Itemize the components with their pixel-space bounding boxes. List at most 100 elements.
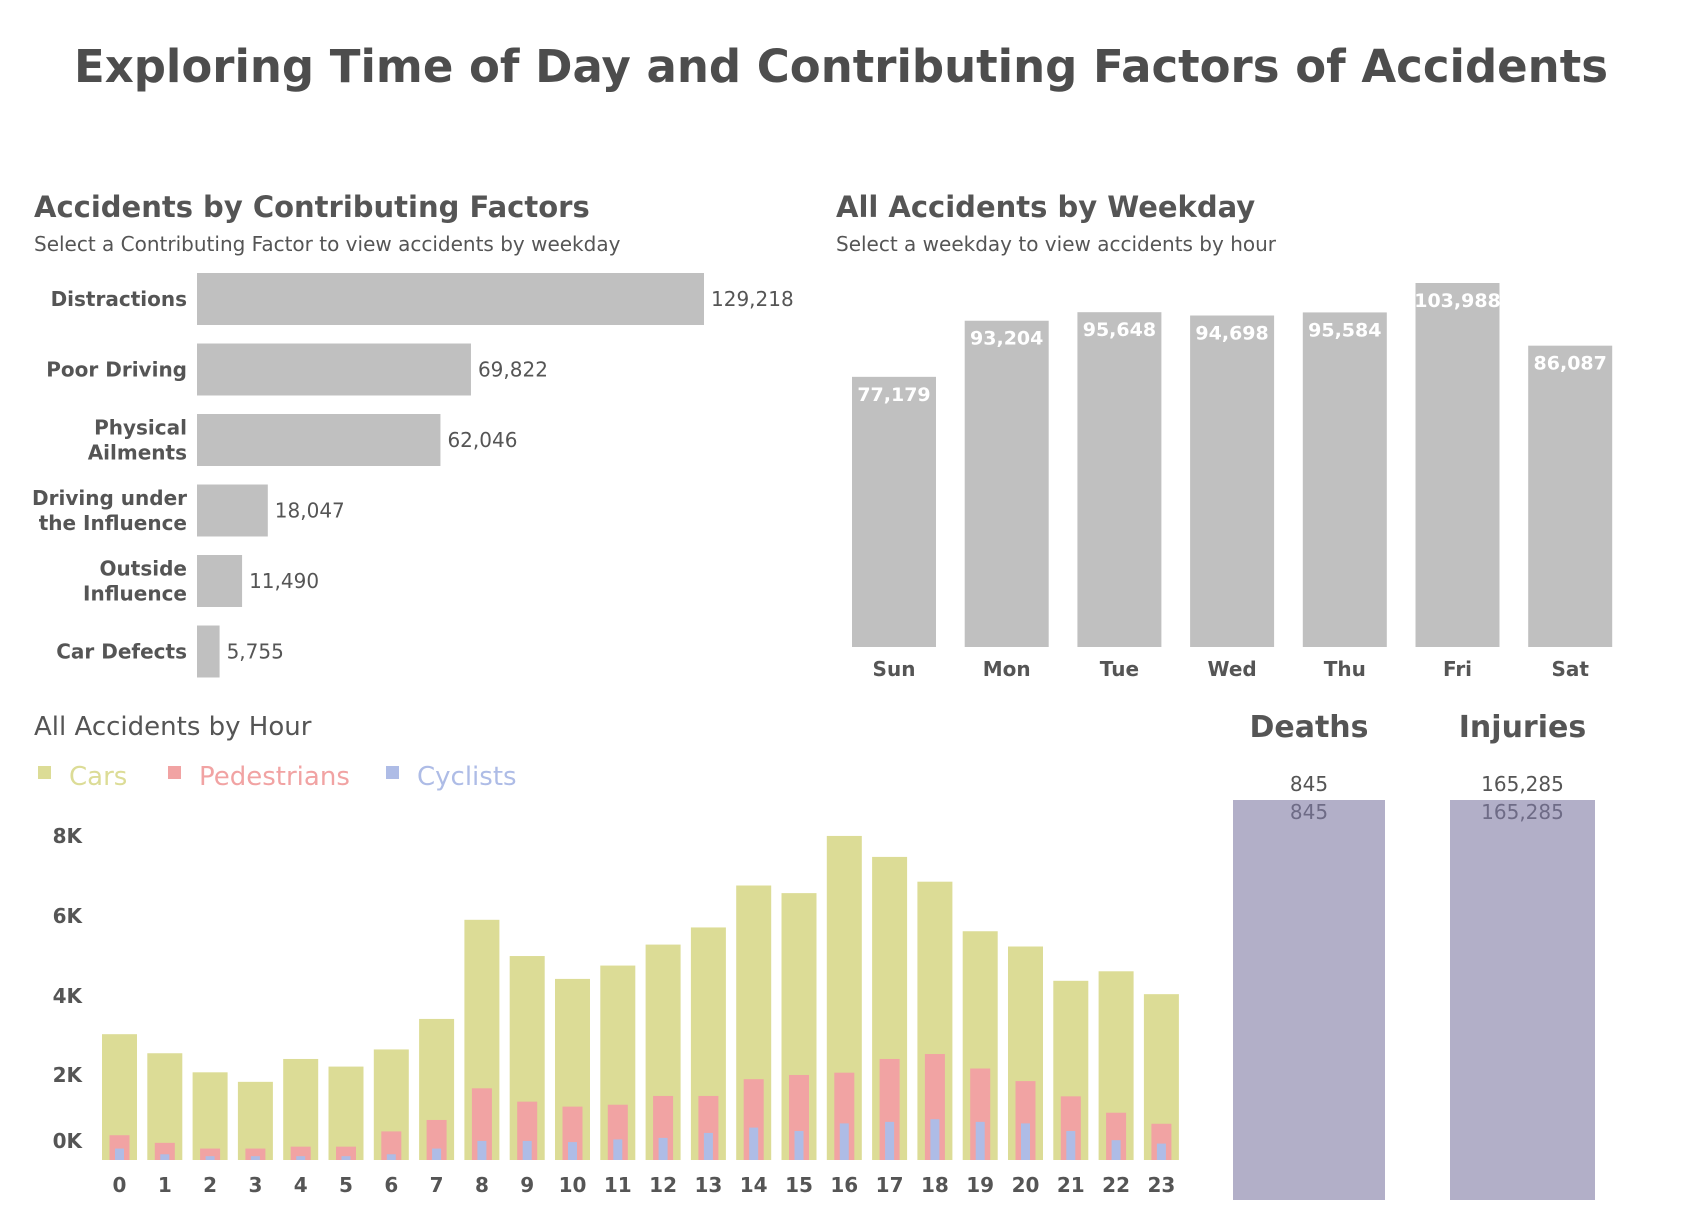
hour-bar-cyclists xyxy=(296,1156,306,1160)
hour-bar-pedestrians xyxy=(517,1101,538,1160)
hour-bar-pedestrians xyxy=(924,1054,945,1160)
x-tick-label: 10 xyxy=(559,1173,587,1197)
hour-bar-cyclists xyxy=(205,1156,215,1160)
hour-bar-pedestrians xyxy=(471,1088,492,1160)
legend-swatch-cyclists xyxy=(386,766,399,779)
hour-bar-pedestrians xyxy=(743,1079,764,1160)
hour-bar-cyclists xyxy=(432,1148,442,1160)
hour-bar-cyclists xyxy=(477,1140,487,1160)
hour-bar-cyclists xyxy=(1111,1140,1121,1160)
factors-panel-title: Accidents by Contributing Factors xyxy=(34,190,590,224)
hour-bar-cyclists xyxy=(613,1139,623,1160)
hour-bar-pedestrians xyxy=(698,1095,719,1160)
factor-label: Influence xyxy=(83,582,187,606)
kpi-title-injuries: Injuries xyxy=(1459,710,1586,745)
hour-bar-cyclists xyxy=(341,1156,351,1160)
x-tick-label: 23 xyxy=(1147,1173,1175,1197)
y-tick-label: 6K xyxy=(53,904,84,928)
kpi-value-label: 845 xyxy=(1290,772,1328,796)
kpi-inner-value-label: 845 xyxy=(1290,800,1328,824)
hour-bar-cyclists xyxy=(522,1140,532,1160)
factor-label: Driving under xyxy=(32,486,187,510)
weekday-tick-label: Tue xyxy=(1100,657,1139,681)
weekday-bar xyxy=(1528,345,1613,647)
x-tick-label: 14 xyxy=(740,1173,768,1197)
hour-bar-cyclists xyxy=(885,1121,895,1160)
hour-bar-pedestrians xyxy=(653,1095,674,1160)
x-tick-label: 12 xyxy=(649,1173,677,1197)
x-tick-label: 18 xyxy=(921,1173,949,1197)
x-tick-label: 4 xyxy=(294,1173,308,1197)
factor-value-label: 62,046 xyxy=(447,428,517,452)
hour-bar-pedestrians xyxy=(607,1104,628,1160)
hour-bar-cyclists xyxy=(1156,1143,1166,1160)
hour-bar-pedestrians xyxy=(336,1146,356,1160)
hour-bar-pedestrians xyxy=(970,1068,991,1160)
factor-value-label: 18,047 xyxy=(275,499,345,523)
hour-bar-pedestrians xyxy=(200,1148,221,1160)
weekday-tick-label: Fri xyxy=(1443,657,1472,681)
factor-bar xyxy=(197,414,441,466)
hour-panel-title: All Accidents by Hour xyxy=(34,712,312,742)
y-tick-label: 0K xyxy=(53,1129,84,1153)
legend-swatch-pedestrians xyxy=(168,766,181,779)
y-tick-label: 8K xyxy=(53,824,84,848)
hour-bar-pedestrians xyxy=(154,1142,175,1160)
hour-bar-cyclists xyxy=(794,1131,804,1160)
weekday-bar xyxy=(964,320,1049,647)
weekday-panel-title: All Accidents by Weekday xyxy=(836,190,1256,224)
factors-panel-subtitle: Select a Contributing Factor to view acc… xyxy=(34,232,621,256)
factor-label: Ailments xyxy=(88,441,187,465)
weekday-value-label: 77,179 xyxy=(857,384,930,406)
legend-swatch-cars xyxy=(38,766,51,779)
factor-bar xyxy=(197,555,243,607)
weekday-value-label: 94,698 xyxy=(1195,323,1268,345)
x-tick-label: 2 xyxy=(203,1173,217,1197)
kpi-title-deaths: Deaths xyxy=(1249,710,1368,745)
hour-bar-pedestrians xyxy=(290,1146,311,1160)
hour-bar-pedestrians xyxy=(1015,1081,1036,1160)
hour-bar-cyclists xyxy=(703,1132,713,1160)
kpi-panel: Deaths 845 845 Injuries 165,285 165,285 xyxy=(1233,710,1595,1200)
hour-bar-pedestrians xyxy=(1106,1112,1127,1160)
weekday-value-label: 86,087 xyxy=(1534,353,1607,375)
weekday-bar xyxy=(1415,283,1500,647)
factor-value-label: 129,218 xyxy=(711,287,794,311)
weekday-value-label: 103,988 xyxy=(1414,290,1501,312)
factor-value-label: 11,490 xyxy=(249,569,319,593)
hour-bar-pedestrians xyxy=(562,1106,583,1160)
y-tick-label: 4K xyxy=(53,984,84,1008)
x-tick-label: 5 xyxy=(339,1173,353,1197)
legend-label-cyclists: Cyclists xyxy=(417,762,517,792)
hour-bar-cyclists xyxy=(1021,1123,1030,1160)
weekday-bar xyxy=(1190,315,1275,647)
x-tick-label: 17 xyxy=(876,1173,904,1197)
factor-bar xyxy=(197,625,220,678)
hour-bar-cyclists xyxy=(658,1137,668,1160)
hour-bar-cars xyxy=(328,1066,364,1160)
x-tick-label: 22 xyxy=(1102,1173,1130,1197)
weekday-tick-label: Sat xyxy=(1551,657,1589,681)
hour-bar-pedestrians xyxy=(381,1131,402,1160)
hour-legend: Cars Pedestrians Cyclists xyxy=(38,762,517,792)
y-tick-label: 2K xyxy=(53,1063,84,1087)
hour-bar-cyclists xyxy=(386,1154,396,1160)
x-tick-label: 16 xyxy=(830,1173,858,1197)
factor-bar xyxy=(197,484,268,537)
x-tick-label: 0 xyxy=(113,1173,127,1197)
hour-bar-pedestrians xyxy=(834,1072,855,1160)
x-tick-label: 19 xyxy=(966,1173,994,1197)
x-tick-label: 1 xyxy=(158,1173,172,1197)
legend-label-cars: Cars xyxy=(69,762,127,792)
hour-bar-cyclists xyxy=(975,1121,985,1160)
factor-value-label: 5,755 xyxy=(227,640,284,664)
weekday-tick-label: Sun xyxy=(873,657,916,681)
hour-bar-cyclists xyxy=(250,1156,260,1160)
factor-label: Outside xyxy=(100,557,187,581)
factor-bar xyxy=(197,273,704,325)
hour-bar-cars xyxy=(192,1072,228,1160)
x-tick-label: 7 xyxy=(430,1173,444,1197)
factors-bar-chart: Distractions 129,218 Poor Driving 69,822 Phy… xyxy=(32,273,794,678)
x-tick-label: 6 xyxy=(384,1173,398,1197)
kpi-bar-injuries xyxy=(1450,800,1595,1200)
